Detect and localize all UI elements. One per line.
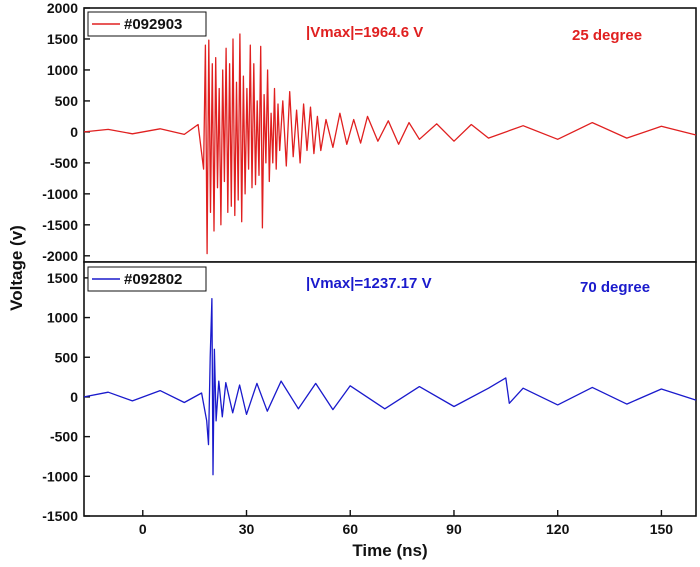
bottom-legend: #092802: [87, 266, 207, 292]
top-y-tick-label: 500: [55, 93, 79, 109]
top-y-tick-label: 2000: [47, 0, 78, 16]
bottom-y-tick-label: 1000: [47, 310, 78, 326]
bottom-waveform: [83, 298, 697, 476]
top-y-ticks: -2000 -1500 -1000 -500 0 500 1000 1500 2000: [42, 0, 90, 264]
top-y-tick-label: -1000: [42, 186, 78, 202]
top-plot-frame: [83, 7, 697, 263]
top-legend-box: [87, 11, 207, 37]
y-axis-title: Voltage (v): [7, 225, 26, 311]
bottom-legend-label: #092802: [124, 271, 182, 288]
bottom-panel: -1500 -1000 -500 0 500 1000 1500 0 30 60 90 120 150…: [42, 261, 697, 537]
bottom-waveform-line: [83, 298, 697, 476]
top-y-tick-label: 1000: [47, 62, 78, 78]
x-axis-title: Time (ns): [352, 541, 427, 560]
top-y-tick-label: -500: [50, 155, 78, 171]
x-tick-label: 0: [139, 521, 147, 537]
bottom-y-tick-label: -1500: [42, 508, 78, 524]
x-tick-label: 120: [546, 521, 570, 537]
bottom-vmax-annotation: |Vmax|=1237.17 V: [306, 275, 432, 292]
top-legend: #092903: [87, 11, 207, 37]
x-ticks: 0 30 60 90 120 150: [139, 510, 673, 537]
top-panel: -2000 -1500 -1000 -500 0 500 1000 1500 2000 #092…: [42, 0, 697, 264]
top-y-tick-label: -1500: [42, 217, 78, 233]
bottom-y-tick-label: -1000: [42, 468, 78, 484]
top-waveform-line: [83, 33, 697, 255]
x-tick-label: 90: [446, 521, 462, 537]
x-tick-label: 150: [650, 521, 674, 537]
top-angle-annotation: 25 degree: [572, 27, 642, 44]
x-tick-label: 30: [239, 521, 255, 537]
bottom-plot-frame: [83, 261, 697, 517]
top-vmax-annotation: |Vmax|=1964.6 V: [306, 24, 423, 41]
bottom-angle-annotation: 70 degree: [580, 279, 650, 296]
top-legend-label: #092903: [124, 16, 182, 33]
top-y-tick-label: -2000: [42, 248, 78, 264]
top-y-tick-label: 1500: [47, 31, 78, 47]
top-y-tick-label: 0: [70, 124, 78, 140]
bottom-y-ticks: -1500 -1000 -500 0 500 1000 1500: [42, 270, 90, 524]
bottom-y-tick-label: 500: [55, 349, 79, 365]
bottom-y-tick-label: 1500: [47, 270, 78, 286]
bottom-y-tick-label: -500: [50, 429, 78, 445]
bottom-y-tick-label: 0: [70, 389, 78, 405]
top-waveform: [83, 33, 697, 255]
x-tick-label: 60: [342, 521, 358, 537]
